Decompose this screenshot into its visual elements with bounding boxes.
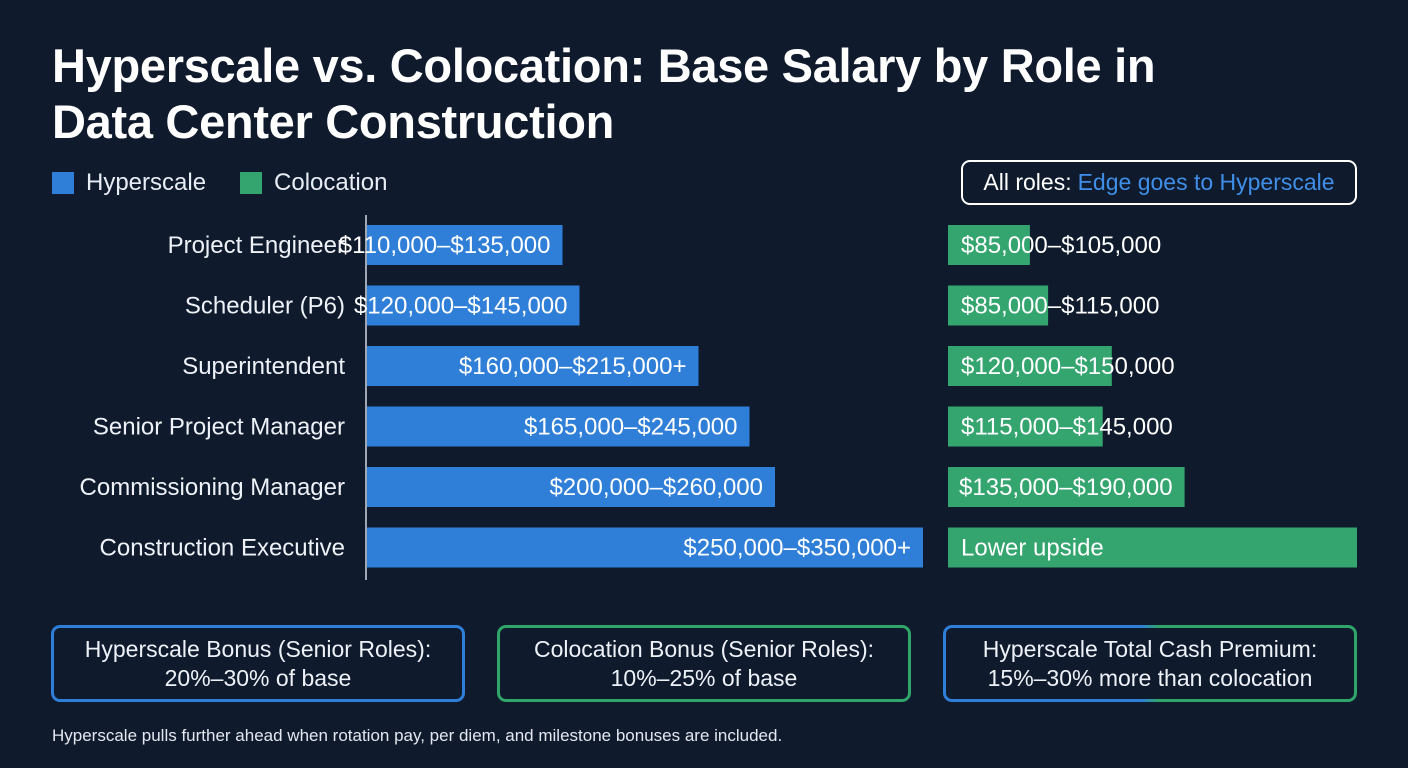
hyperscale-bar [367, 225, 563, 265]
legend-swatch-hyperscale [52, 172, 74, 194]
colocation-bar-label: $135,000–$190,000 [959, 474, 1173, 501]
legend-label-colocation: Colocation [274, 169, 388, 196]
footnote: Hyperscale pulls further ahead when rota… [52, 726, 783, 745]
hyperscale-bar-label: $160,000–$215,000+ [459, 353, 687, 380]
hyperscale-bar-label: $120,000–$145,000 [354, 293, 568, 320]
hyperscale-bonus-title: Hyperscale Bonus (Senior Roles): [84, 635, 432, 662]
callout-badge: All roles: Edge goes to Hyperscale [961, 160, 1357, 205]
colocation-bar [948, 406, 1103, 447]
hyperscale-bonus-box: Hyperscale Bonus (Senior Roles): 20%–30%… [51, 625, 465, 702]
chart-title: Hyperscale vs. Colocation: Base Salary b… [52, 39, 1156, 148]
total-cash-premium-box: Hyperscale Total Cash Premium: 15%–30% m… [943, 625, 1357, 702]
callout-prefix: All roles: [983, 169, 1072, 195]
colocation-bar-label: $85,000–$105,000 [961, 232, 1161, 259]
category-label: Commissioning Manager [80, 474, 345, 501]
hyperscale-bar-label: $165,000–$245,000 [524, 414, 738, 441]
category-label: Senior Project Manager [93, 414, 345, 441]
hyperscale-bar [367, 467, 775, 507]
hyperscale-bonus-value: 20%–30% of base [164, 664, 352, 691]
hyperscale-bar-label: $250,000–$350,000+ [683, 535, 911, 562]
callout-highlight: Edge goes to Hyperscale [1077, 169, 1335, 195]
colocation-bar [948, 225, 1030, 265]
colocation-bar-label: Lower upside [961, 535, 1104, 562]
legend-item-hyperscale: Hyperscale [52, 169, 206, 197]
category-label: Construction Executive [100, 535, 345, 562]
colocation-bar [948, 346, 1112, 386]
colocation-bonus-box: Colocation Bonus (Senior Roles): 10%–25%… [497, 625, 911, 702]
legend: Hyperscale Colocation [52, 168, 421, 198]
hyperscale-bar-label: $200,000–$260,000 [549, 474, 763, 501]
colocation-bar [948, 285, 1049, 326]
hyperscale-bar [367, 406, 750, 447]
category-label: Superintendent [182, 353, 345, 380]
legend-label-hyperscale: Hyperscale [86, 169, 207, 196]
legend-swatch-colocation [240, 172, 263, 194]
hyperscale-bar [367, 527, 923, 568]
bar-chart: Project Engineer$110,000–$135,000 $85,000… [80, 215, 1357, 580]
colocation-bar-label: $115,000–$145,000 [961, 414, 1173, 441]
colocation-bonus-title: Colocation Bonus (Senior Roles): [533, 635, 875, 662]
hyperscale-bar-label: $110,000–$135,000 [339, 232, 551, 259]
category-label: Project Engineer [168, 232, 345, 259]
colocation-bar-label: $120,000–$150,000 [961, 353, 1175, 380]
total-cash-premium-value: 15%–30% more than colocation [987, 664, 1313, 691]
colocation-bar-label: $85,000–$115,000 [961, 293, 1159, 320]
legend-item-colocation: Colocation [240, 169, 387, 197]
hyperscale-bar [367, 285, 580, 326]
colocation-bar [948, 467, 1185, 507]
category-label: Scheduler (P6) [185, 293, 345, 320]
colocation-bar [948, 527, 1357, 568]
total-cash-premium-title: Hyperscale Total Cash Premium: [982, 635, 1318, 662]
hyperscale-bar [367, 346, 699, 386]
colocation-bonus-value: 10%–25% of base [610, 664, 798, 691]
